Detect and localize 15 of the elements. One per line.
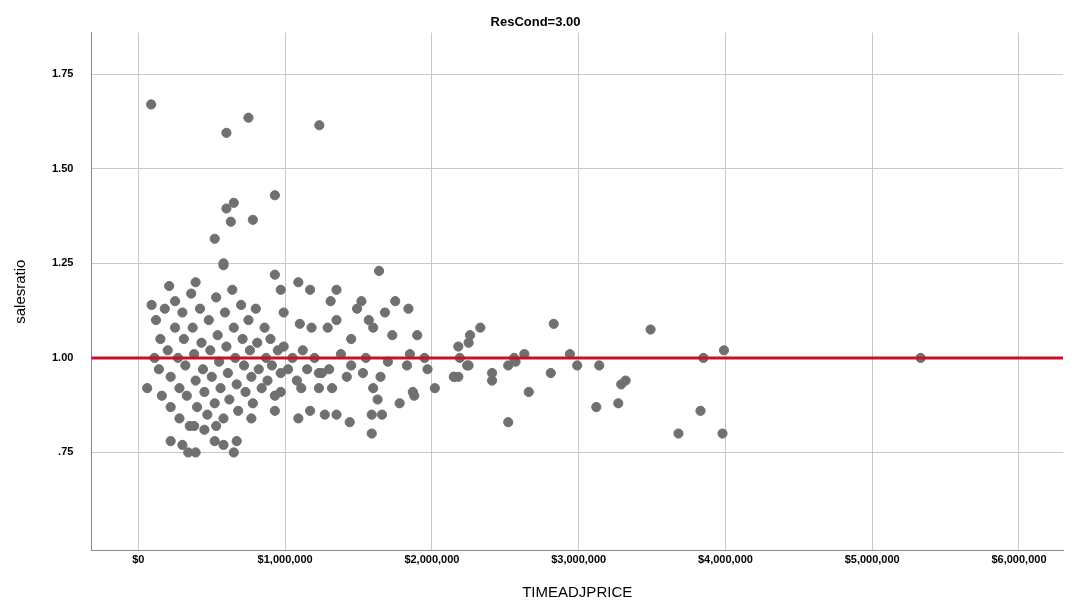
y-tick-label: 1.75 (51, 67, 74, 80)
y-tick-label: 1.50 (51, 161, 74, 174)
chart-title: ResCond=3.00 (490, 14, 581, 30)
x-tick-label: $4,000,000 (697, 553, 753, 566)
y-tick-label: 1.25 (51, 256, 74, 269)
x-tick-label: $0 (132, 553, 145, 566)
x-tick-label: $3,000,000 (551, 553, 607, 566)
x-tick-label: $6,000,000 (991, 553, 1047, 566)
y-axis-title: salesratio (11, 259, 29, 324)
y-tick-label: .75 (58, 445, 74, 458)
x-axis-title: TIMEADJPRICE (522, 583, 633, 601)
x-tick-label: $2,000,000 (404, 553, 460, 566)
x-tick-label: $1,000,000 (257, 553, 313, 566)
y-tick-label: 1.00 (51, 350, 74, 363)
x-tick-label: $5,000,000 (844, 553, 900, 566)
